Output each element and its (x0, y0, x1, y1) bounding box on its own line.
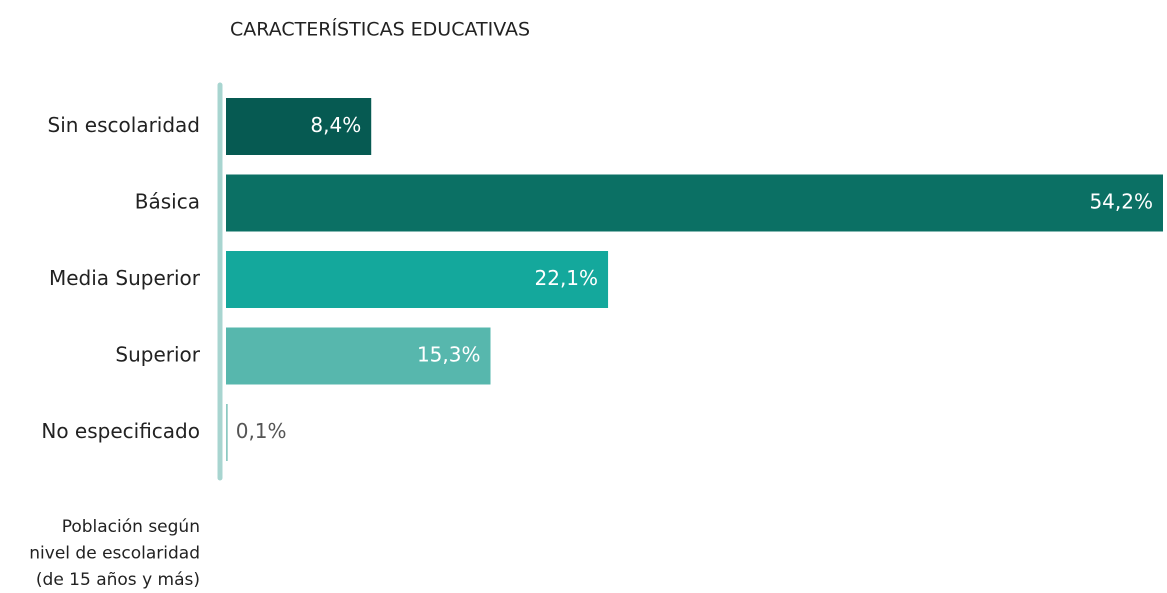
value-label: 54,2% (1089, 190, 1153, 214)
note: Población según (62, 517, 200, 537)
value-label: 15,3% (417, 343, 481, 367)
note: nivel de escolaridad (29, 544, 200, 564)
value-label: 22,1% (535, 266, 599, 290)
bar (226, 251, 609, 308)
value-label: 0,1% (236, 419, 287, 443)
category-label: Básica (135, 190, 200, 214)
category-label: Superior (115, 343, 200, 367)
chart-title: CARACTERÍSTICAS EDUCATIVAS (230, 18, 530, 41)
bar (226, 404, 228, 461)
category-label: Sin escolaridad (48, 113, 200, 137)
bar (226, 98, 372, 155)
category-label: No especificado (41, 419, 200, 443)
bar (226, 174, 1163, 232)
value-label: 8,4% (310, 113, 361, 137)
note: (de 15 años y más) (36, 570, 200, 590)
category-label: Media Superior (49, 266, 201, 290)
bar (226, 327, 491, 385)
